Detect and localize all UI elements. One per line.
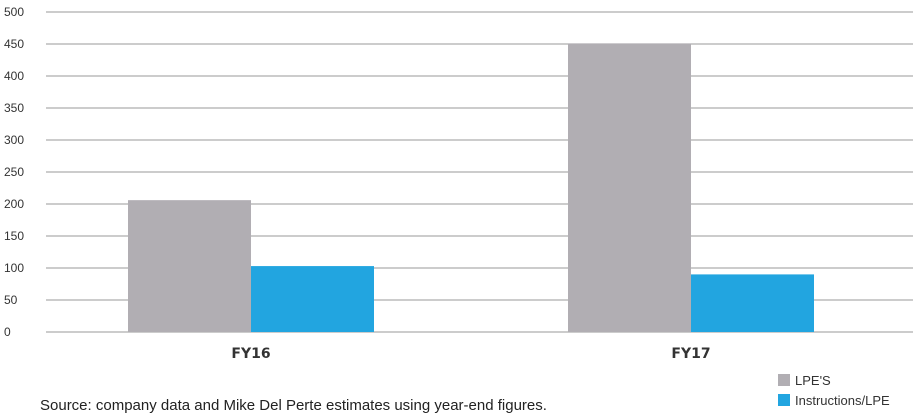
bar-fy17-series-0 [568,43,691,333]
x-axis-labels: FY16 FY17 [231,346,710,362]
y-tick-label: 150 [4,229,24,243]
y-tick-label: 400 [4,69,24,83]
legend-swatch-instructions [778,394,790,406]
bar-fy17-series-1 [691,274,814,332]
bars [128,43,814,333]
y-tick-label: 500 [4,5,24,19]
x-category-label: FY17 [671,346,710,362]
legend-label-instructions: Instructions/LPE [795,392,890,408]
legend-item-instructions: Instructions/LPE [778,390,890,410]
bar-fy16-series-0 [128,200,251,332]
y-tick-label: 350 [4,101,24,115]
y-tick-label: 200 [4,197,24,211]
legend: LPE'S Instructions/LPE [778,370,890,410]
y-tick-label: 0 [4,325,11,339]
y-tick-label: 50 [4,293,18,307]
bar-chart: 0 50 100 150 200 250 300 350 400 450 500 FY16 FY17 [4,5,913,362]
source-note: Source: company data and Mike Del Perte … [40,397,547,414]
x-category-label: FY16 [231,346,270,362]
y-axis-ticks: 0 50 100 150 200 250 300 350 400 450 500 [4,5,24,339]
legend-label-lpes: LPE'S [795,372,831,388]
y-tick-label: 450 [4,37,24,51]
legend-item-lpes: LPE'S [778,370,890,390]
y-tick-label: 100 [4,261,24,275]
bar-fy16-series-1 [251,266,374,332]
y-tick-label: 300 [4,133,24,147]
y-tick-label: 250 [4,165,24,179]
legend-swatch-lpes [778,374,790,386]
